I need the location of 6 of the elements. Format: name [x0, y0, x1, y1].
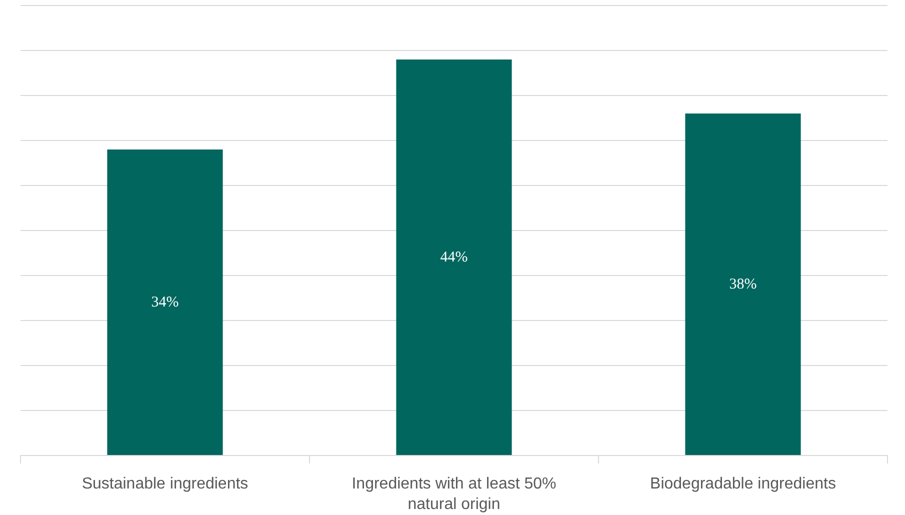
- x-tick-label: Biodegradable ingredients: [650, 476, 836, 492]
- data-label: 34%: [151, 294, 179, 310]
- data-label: 44%: [440, 250, 468, 266]
- x-tick-label: Sustainable ingredients: [82, 476, 248, 492]
- data-label: 38%: [729, 276, 757, 292]
- x-tick-label: Ingredients with at least 50% natural origin: [352, 476, 556, 513]
